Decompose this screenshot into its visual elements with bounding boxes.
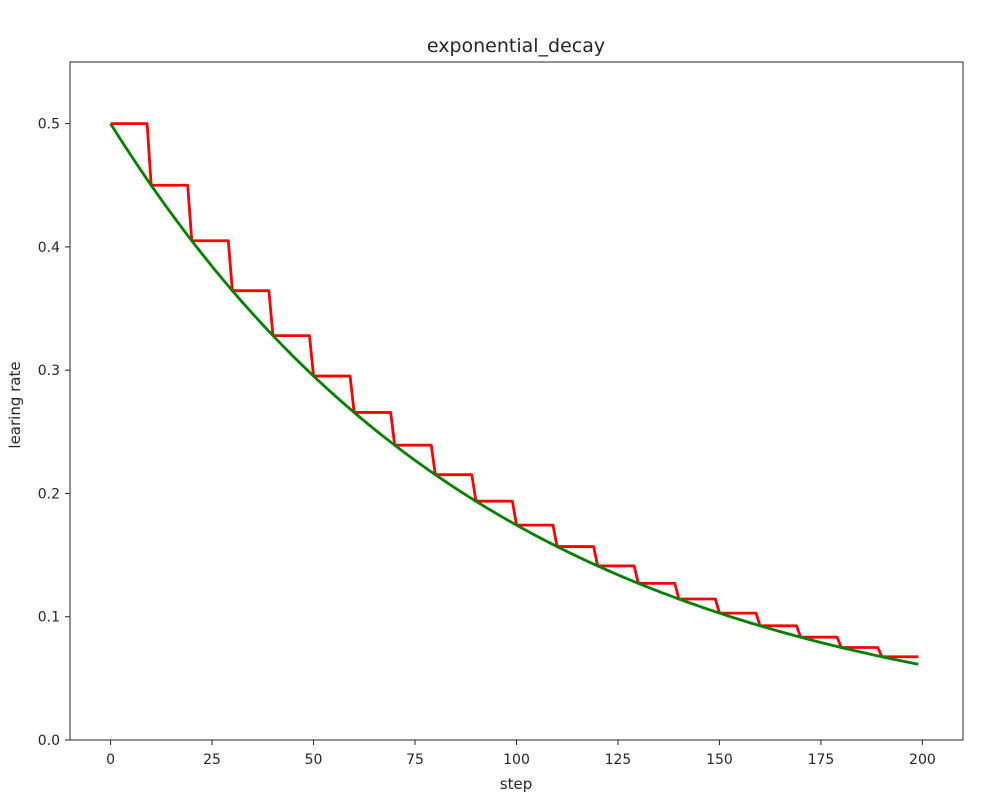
x-tick-label: 150 [706, 752, 733, 768]
x-tick-label: 200 [909, 752, 936, 768]
y-tick-label: 0.5 [38, 117, 60, 133]
y-tick-label: 0.0 [38, 733, 60, 749]
x-axis: 0 25 50 75 100 125 150 175 200 [106, 740, 936, 768]
y-tick-label: 0.3 [38, 363, 60, 379]
y-tick-label: 0.1 [38, 610, 60, 626]
x-axis-label: step [500, 775, 532, 793]
chart-title: exponential_decay [427, 35, 605, 57]
continuous-series-line [109, 122, 919, 666]
x-tick-label: 50 [305, 752, 323, 768]
x-tick-label: 0 [106, 752, 115, 768]
x-tick-label: 125 [605, 752, 632, 768]
staircase-series-line [110, 122, 919, 659]
x-tick-label: 175 [808, 752, 835, 768]
x-tick-label: 75 [406, 752, 424, 768]
y-axis: 0.0 0.1 0.2 0.3 0.4 0.5 [38, 117, 70, 749]
y-tick-label: 0.4 [38, 240, 60, 256]
x-tick-label: 25 [203, 752, 221, 768]
y-axis-label: learing rate [6, 361, 24, 448]
y-tick-label: 0.2 [38, 486, 60, 502]
x-tick-label: 100 [503, 752, 530, 768]
plot-area [109, 122, 919, 666]
